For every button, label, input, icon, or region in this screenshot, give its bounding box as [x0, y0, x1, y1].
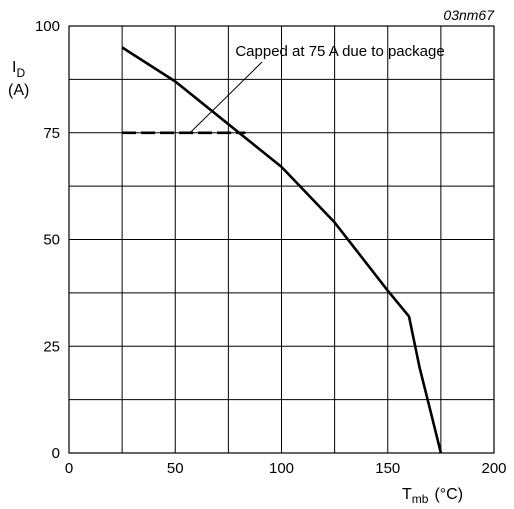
svg-text:Tmb(°C): Tmb (°C) [402, 486, 463, 506]
y-tick-label: 100 [35, 18, 60, 35]
grid [69, 26, 494, 453]
x-tick-label: 50 [167, 460, 184, 477]
x-tick-label: 0 [65, 460, 73, 477]
figure-code: 03nm67 [443, 7, 495, 23]
y-axis-label-sub: D [16, 66, 25, 80]
y-tick-label: 0 [52, 445, 60, 462]
y-axis-label: ID (A) [8, 59, 29, 99]
y-axis-label-main: I [12, 59, 16, 76]
x-axis-label-main: T [402, 486, 412, 503]
x-tick-label: 150 [375, 460, 400, 477]
y-axis-unit: (A) [8, 82, 29, 99]
annotation-leader-line [189, 61, 263, 134]
annotation-label: Capped at 75 A due to package [235, 43, 444, 60]
y-tick-label: 25 [43, 338, 60, 355]
x-tick-label: 200 [481, 460, 506, 477]
axes: 0 50 100 150 200 0 25 50 75 100 [35, 18, 507, 477]
x-axis-label-sub: mb [412, 492, 429, 506]
plot-data [121, 46, 443, 454]
svg-text:ID: ID [12, 59, 25, 80]
x-axis-unit: (°C) [434, 486, 463, 503]
derating-curve [121, 46, 443, 454]
y-tick-label: 50 [43, 232, 60, 249]
x-axis-label: Tmb (°C) [402, 486, 463, 506]
plot-frame [68, 25, 495, 454]
y-tick-label: 75 [43, 125, 60, 142]
x-tick-label: 100 [269, 460, 294, 477]
